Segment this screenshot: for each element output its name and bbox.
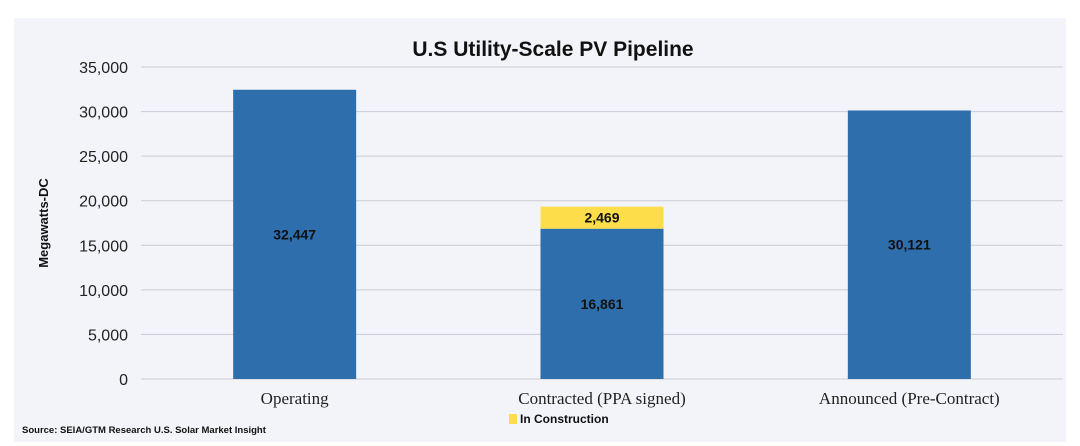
bar-total (847, 110, 971, 379)
legend: In Construction (509, 412, 609, 426)
chart-title: U.S Utility-Scale PV Pipeline (412, 38, 693, 61)
y-tick-label: 5,000 (88, 327, 128, 344)
legend-swatch-in-construction (509, 414, 517, 424)
bar-total (233, 89, 357, 379)
y-tick-label: 25,000 (79, 149, 128, 166)
legend-label-in-construction: In Construction (520, 412, 609, 426)
y-tick-label: 20,000 (79, 194, 128, 211)
bar-total (540, 228, 664, 379)
source-note: Source: SEIA/GTM Research U.S. Solar Mar… (22, 425, 267, 436)
x-tick-label: Contracted (PPA signed) (518, 389, 685, 408)
y-axis-label: Megawatts-DC (36, 178, 51, 268)
data-label: 2,469 (584, 210, 619, 226)
y-tick-label: 0 (119, 372, 128, 389)
data-label: 30,121 (888, 237, 931, 253)
bar-in-construction (540, 206, 664, 229)
data-label: 32,447 (273, 226, 316, 242)
y-tick-label: 10,000 (79, 283, 128, 300)
y-tick-label: 15,000 (79, 238, 128, 255)
y-tick-label: 30,000 (79, 105, 128, 122)
x-tick-label: Operating (261, 389, 329, 408)
x-tick-label: Announced (Pre-Contract) (819, 389, 1000, 408)
y-tick-label: 35,000 (79, 60, 128, 77)
data-label: 16,861 (581, 296, 624, 312)
